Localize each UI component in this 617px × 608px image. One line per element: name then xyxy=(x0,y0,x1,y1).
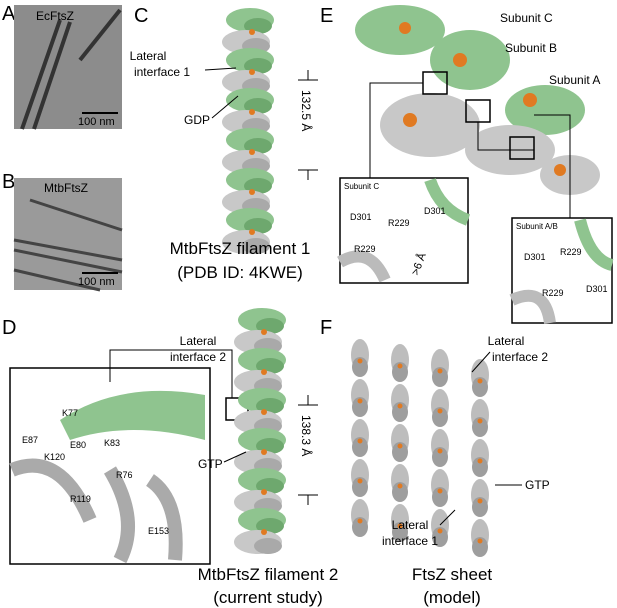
helix xyxy=(574,218,614,271)
residue: R76 xyxy=(116,470,133,480)
inset-title: Subunit A/B xyxy=(516,222,558,231)
complex-structure xyxy=(355,5,600,195)
residue: K77 xyxy=(62,408,78,418)
panel-label: D xyxy=(2,317,16,339)
caption: MtbFtsZ filament 1 xyxy=(170,239,311,258)
scale-label: 100 nm xyxy=(78,276,115,288)
caption: (model) xyxy=(423,588,481,607)
annotation: interface 2 xyxy=(492,350,548,364)
filament-structure xyxy=(234,308,286,554)
zoom-box xyxy=(509,136,535,160)
helix xyxy=(337,250,391,283)
panel-label: C xyxy=(134,5,148,27)
annotation: GTP xyxy=(198,457,223,471)
caption: FtsZ sheet xyxy=(412,565,493,584)
callout-arrow xyxy=(109,349,233,398)
residue: R229 xyxy=(388,218,410,228)
residue: E87 xyxy=(22,435,38,445)
residue: D301 xyxy=(524,252,546,262)
inset-box xyxy=(339,177,469,284)
residue: R229 xyxy=(542,288,564,298)
residue: R119 xyxy=(70,494,91,504)
panel-label: F xyxy=(320,317,332,339)
helix xyxy=(9,458,183,564)
inset-box xyxy=(511,217,613,324)
panel-title: MtbFtsZ xyxy=(44,181,88,195)
panel-label: A xyxy=(2,3,16,25)
panel-label: E xyxy=(320,5,333,27)
annotation: GTP xyxy=(525,478,550,492)
annotation: Lateral xyxy=(392,518,429,532)
residue: D301 xyxy=(424,206,446,216)
panel-label: B xyxy=(2,171,15,193)
filament-bundle xyxy=(13,198,123,292)
pointer xyxy=(204,67,237,71)
annotation: Lateral xyxy=(488,334,525,348)
distance-label: 132.5 Å xyxy=(299,90,314,131)
residue: E153 xyxy=(148,526,169,536)
residue: K120 xyxy=(44,452,65,462)
distance-marker xyxy=(298,70,318,180)
subunit-label: Subunit A xyxy=(549,73,600,87)
annotation: interface 1 xyxy=(382,534,438,548)
caption: (PDB ID: 4KWE) xyxy=(177,263,303,282)
residue: R229 xyxy=(354,244,376,254)
annotation: interface 1 xyxy=(134,65,190,79)
caption: MtbFtsZ filament 2 xyxy=(198,565,339,584)
scale-label: 100 nm xyxy=(78,116,115,128)
residue: D301 xyxy=(586,284,608,294)
filament-bundle xyxy=(20,8,122,130)
callout-arrow xyxy=(369,82,571,218)
pointer xyxy=(211,95,239,119)
subunit-label: Subunit C xyxy=(500,11,553,25)
annotation: Lateral xyxy=(180,334,217,348)
distance-label: 138.3 Å xyxy=(299,415,314,456)
residue: K83 xyxy=(104,438,120,448)
helix xyxy=(424,177,471,226)
helix xyxy=(509,289,556,325)
helix xyxy=(60,390,205,440)
annotation: Lateral xyxy=(130,49,167,63)
pointer xyxy=(471,351,491,373)
distance-marker xyxy=(298,395,318,505)
annotation: interface 2 xyxy=(170,350,226,364)
caption: (current study) xyxy=(213,588,323,607)
filament-structure xyxy=(222,8,274,254)
residue: D301 xyxy=(350,212,372,222)
panel-title: EcFtsZ xyxy=(36,9,74,23)
subunit-label: Subunit B xyxy=(505,41,557,55)
pointer xyxy=(223,451,247,463)
micrograph xyxy=(14,178,122,290)
annotation: GDP xyxy=(184,113,210,127)
residue: R229 xyxy=(560,247,582,257)
residue: E80 xyxy=(70,440,86,450)
inset-title: Subunit C xyxy=(344,182,379,191)
pointer xyxy=(439,509,456,526)
